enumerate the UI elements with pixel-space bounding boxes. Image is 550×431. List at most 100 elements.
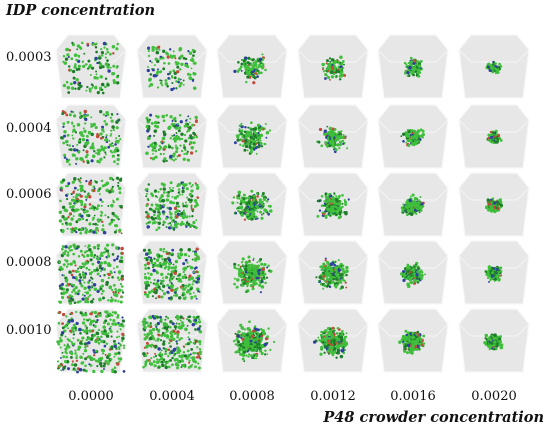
particle bbox=[89, 294, 92, 297]
particle bbox=[70, 198, 74, 202]
particle bbox=[58, 219, 63, 223]
particle bbox=[163, 141, 165, 144]
particle bbox=[240, 125, 244, 129]
particle bbox=[102, 349, 106, 353]
particle bbox=[191, 356, 195, 360]
particle bbox=[60, 136, 64, 140]
particle bbox=[75, 354, 78, 357]
particle bbox=[341, 139, 345, 143]
particle bbox=[91, 281, 94, 284]
particle bbox=[89, 253, 94, 257]
particle bbox=[96, 218, 100, 222]
particle bbox=[80, 339, 83, 342]
particle bbox=[85, 338, 88, 342]
particle bbox=[86, 42, 90, 46]
particle bbox=[260, 71, 263, 75]
particle bbox=[250, 209, 254, 213]
particle bbox=[81, 293, 84, 296]
particle bbox=[333, 284, 337, 288]
particle bbox=[77, 86, 81, 91]
particle bbox=[345, 269, 349, 273]
particle bbox=[492, 131, 495, 135]
particle bbox=[110, 203, 113, 207]
particle bbox=[168, 211, 171, 214]
particle bbox=[247, 72, 251, 76]
particle bbox=[233, 282, 236, 286]
particle bbox=[257, 145, 261, 149]
particle bbox=[331, 142, 335, 147]
particle bbox=[100, 292, 103, 295]
particle bbox=[115, 215, 119, 219]
particle bbox=[257, 66, 260, 69]
particle bbox=[151, 295, 154, 298]
particle bbox=[182, 345, 185, 348]
particle bbox=[250, 204, 254, 209]
particle bbox=[88, 207, 92, 210]
particle-cluster bbox=[58, 176, 123, 235]
particle bbox=[84, 311, 87, 314]
particle bbox=[149, 251, 153, 254]
particle bbox=[170, 158, 174, 161]
particle bbox=[401, 275, 404, 278]
particle bbox=[180, 253, 183, 256]
particle bbox=[418, 211, 421, 214]
particle bbox=[72, 196, 75, 198]
particle bbox=[143, 292, 147, 296]
particle bbox=[147, 221, 150, 224]
particle bbox=[161, 263, 165, 266]
particle bbox=[325, 132, 328, 135]
particle bbox=[65, 158, 69, 161]
particle bbox=[86, 85, 89, 89]
particle bbox=[329, 212, 332, 215]
particle bbox=[85, 266, 89, 270]
particle bbox=[153, 356, 155, 359]
particle bbox=[331, 210, 335, 213]
particle bbox=[239, 138, 243, 142]
particle bbox=[153, 134, 156, 137]
particle bbox=[169, 137, 173, 140]
particle bbox=[161, 327, 164, 330]
particle bbox=[341, 268, 345, 272]
particle bbox=[65, 290, 69, 294]
particle bbox=[331, 66, 335, 70]
particle bbox=[324, 69, 327, 72]
particle bbox=[172, 69, 176, 73]
particle bbox=[71, 180, 75, 184]
particle bbox=[328, 211, 330, 214]
particle bbox=[258, 198, 262, 202]
particle bbox=[186, 342, 190, 346]
particle bbox=[74, 87, 77, 90]
particle bbox=[104, 114, 107, 117]
particle bbox=[269, 209, 273, 213]
particle bbox=[154, 57, 158, 61]
particle bbox=[111, 311, 115, 314]
particle bbox=[492, 273, 496, 277]
particle bbox=[65, 80, 69, 84]
particle bbox=[321, 273, 324, 276]
particle bbox=[195, 183, 199, 187]
particle bbox=[186, 318, 189, 321]
particle bbox=[153, 141, 157, 145]
particle bbox=[114, 140, 118, 144]
particle bbox=[261, 53, 264, 56]
particle bbox=[255, 139, 258, 142]
particle bbox=[173, 332, 177, 335]
particle bbox=[99, 275, 102, 278]
particle bbox=[332, 267, 335, 269]
particle bbox=[165, 226, 168, 229]
particle bbox=[317, 140, 321, 144]
particle bbox=[244, 260, 249, 265]
particle bbox=[102, 251, 106, 254]
particle bbox=[61, 215, 65, 219]
particle bbox=[70, 110, 73, 113]
particle bbox=[153, 257, 156, 260]
particle bbox=[167, 226, 172, 230]
particle bbox=[183, 354, 188, 358]
particle bbox=[76, 122, 81, 127]
particle-cluster bbox=[316, 125, 349, 154]
particle bbox=[162, 276, 164, 279]
particle bbox=[405, 200, 410, 204]
particle bbox=[175, 340, 178, 343]
particle bbox=[115, 289, 118, 292]
particle bbox=[74, 131, 78, 134]
